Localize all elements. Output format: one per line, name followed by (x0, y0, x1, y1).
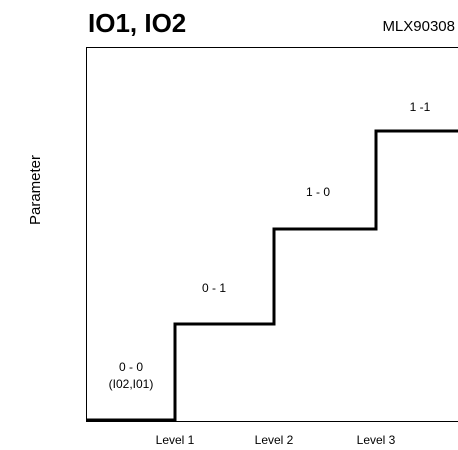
y-axis-label: Parameter (27, 155, 44, 225)
step-line (86, 129, 458, 422)
step-sublabel: (I02,I01) (109, 377, 154, 391)
step-label: 1 -1 (410, 100, 431, 114)
step-label: 1 - 0 (306, 185, 330, 199)
title: IO1, IO2 (88, 8, 186, 38)
subtitle: MLX90308 (382, 18, 455, 35)
frame (86, 47, 458, 422)
step-label: 0 - 1 (202, 281, 226, 295)
level-label: Level 2 (255, 433, 294, 447)
step-label: 0 - 0 (119, 360, 143, 374)
level-label: Level 3 (357, 433, 396, 447)
level-label: Level 1 (156, 433, 195, 447)
